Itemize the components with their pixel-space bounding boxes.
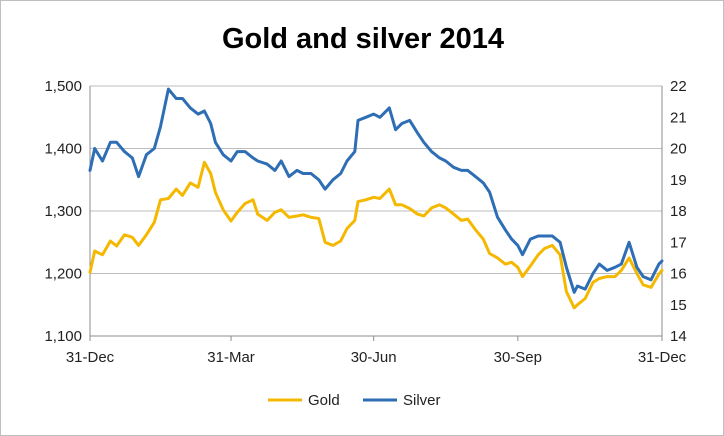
x-tick-label: 30-Jun bbox=[351, 349, 397, 366]
x-tick-label: 31-Dec bbox=[638, 349, 687, 366]
y-right-tick-label: 15 bbox=[670, 297, 687, 314]
y-right-tick-label: 20 bbox=[670, 141, 687, 158]
y-left-tick-label: 1,100 bbox=[44, 328, 82, 345]
legend-label-silver: Silver bbox=[403, 392, 441, 409]
y-right-tick-label: 18 bbox=[670, 203, 687, 220]
silver-series-line bbox=[88, 87, 664, 294]
axes: 1,100 1,200 1,300 1,400 1,500 14 15 16 17 18 19 20 2… bbox=[44, 78, 686, 366]
y-left-tick-label: 1,200 bbox=[44, 266, 82, 283]
x-tick-label: 31-Dec bbox=[66, 349, 115, 366]
y-left-tick-label: 1,500 bbox=[44, 78, 82, 95]
series-lines bbox=[88, 87, 664, 310]
gold-series-line bbox=[88, 160, 664, 310]
legend: Gold Silver bbox=[268, 392, 441, 409]
y-right-tick-label: 19 bbox=[670, 172, 687, 189]
y-right-tick-label: 22 bbox=[670, 78, 687, 95]
chart-title: Gold and silver 2014 bbox=[222, 23, 504, 55]
y-right-tick-label: 16 bbox=[670, 266, 687, 283]
y-left-tick-label: 1,400 bbox=[44, 141, 82, 158]
legend-label-gold: Gold bbox=[308, 392, 340, 409]
x-tick-label: 30-Sep bbox=[494, 349, 542, 366]
y-right-tick-label: 17 bbox=[670, 234, 687, 251]
y-right-tick-label: 14 bbox=[670, 328, 687, 345]
gridlines bbox=[90, 85, 662, 274]
y-right-tick-label: 21 bbox=[670, 109, 687, 126]
y-left-tick-label: 1,300 bbox=[44, 203, 82, 220]
x-tick-label: 31-Mar bbox=[207, 349, 255, 366]
